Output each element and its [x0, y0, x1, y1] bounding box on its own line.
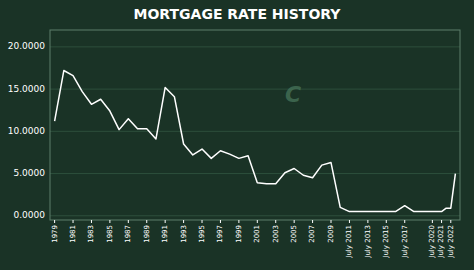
x-tick [202, 220, 203, 223]
x-tick-label: July 2020 [428, 225, 436, 259]
x-tick-label: July 2011 [345, 225, 353, 259]
x-tick [257, 220, 258, 223]
x-tick [91, 220, 92, 223]
x-tick [238, 220, 239, 223]
x-tick [146, 220, 147, 223]
x-tick-label: 2007 [308, 225, 316, 243]
x-tick-label: 2003 [272, 225, 280, 243]
x-tick [294, 220, 295, 223]
grid-line [50, 215, 460, 216]
x-tick [275, 220, 276, 223]
x-tick-label: 2005 [290, 225, 298, 243]
x-tick [367, 220, 368, 223]
x-tick-label: July 2017 [401, 225, 409, 259]
x-tick-label: 2001 [253, 225, 261, 243]
x-tick [183, 220, 184, 223]
x-tick [331, 220, 332, 223]
x-tick [450, 220, 451, 223]
y-tick-label: 20.0000 [8, 41, 45, 51]
plot-frame [50, 30, 460, 220]
x-tick-label: 1985 [106, 225, 114, 243]
x-tick-label: 1979 [51, 225, 59, 243]
annotation: C [285, 82, 301, 107]
chart: 0.0000 5.0000 10.0000 15.0000 20.0000 1979 198… [0, 0, 474, 270]
grid-line [50, 46, 460, 47]
x-tick [54, 220, 55, 223]
x-tick-label: 2009 [327, 225, 335, 243]
x-tick [128, 220, 129, 223]
y-tick-label: 0.0000 [14, 210, 46, 220]
x-tick [220, 220, 221, 223]
x-tick-label: July 2015 [382, 225, 390, 259]
x-tick-label: 1987 [124, 225, 132, 243]
y-tick-label: 10.0000 [8, 126, 45, 136]
grid-line [50, 131, 460, 132]
x-tick-label: 1997 [216, 225, 224, 243]
x-tick-label: July 2022 [447, 225, 455, 259]
x-tick [73, 220, 74, 223]
x-tick [432, 220, 433, 223]
background [0, 0, 474, 270]
x-tick [109, 220, 110, 223]
line [55, 71, 456, 212]
x-tick [349, 220, 350, 223]
grid-line [50, 89, 460, 90]
y-tick-label: 5.0000 [14, 168, 46, 178]
title: MORTGAGE RATE HISTORY [134, 6, 342, 22]
x-tick [165, 220, 166, 223]
y-tick-label: 15.0000 [8, 84, 45, 94]
x-tick-label: 1999 [235, 225, 243, 243]
x-tick-label: 1983 [87, 225, 95, 243]
x-tick [441, 220, 442, 223]
plot-area [55, 71, 456, 212]
x-tick-label: 1993 [180, 225, 188, 243]
x-tick-label: July 2021 [437, 225, 445, 259]
x-tick-label: July 2013 [364, 225, 372, 259]
x-tick [404, 220, 405, 223]
x-tick-label: 1991 [161, 225, 169, 243]
x-tick [386, 220, 387, 223]
x-tick [312, 220, 313, 223]
x-tick-label: 1981 [69, 225, 77, 243]
x-tick-label: 1995 [198, 225, 206, 243]
x-tick-label: 1989 [143, 225, 151, 243]
